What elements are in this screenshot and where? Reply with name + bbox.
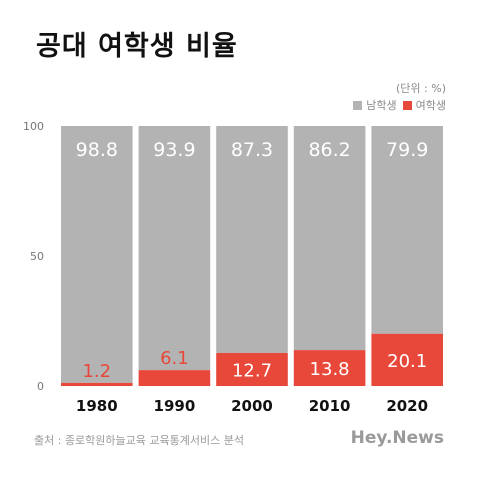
legend-item-male: 남학생: [353, 97, 397, 113]
bar-female-1980: [61, 382, 133, 386]
bar-female-2010: [293, 350, 366, 386]
legend-swatch-male: [353, 100, 363, 110]
data-label-male-2000: 87.3: [231, 139, 273, 161]
bar-female-2000: [216, 352, 288, 386]
legend-item-female: 여학생: [402, 97, 446, 113]
bar-female-1990: [138, 370, 211, 386]
y-tick-label: 50: [30, 250, 44, 263]
y-tick-label: 100: [23, 120, 44, 133]
data-label-male-1990: 93.9: [153, 139, 195, 161]
bar-male-2020: [371, 126, 443, 334]
brand-logo: Hey.News: [350, 428, 444, 448]
chart-title: 공대 여학생 비율: [36, 31, 238, 62]
data-label-female-1980: 1.2: [82, 361, 111, 382]
data-label-female-1990: 6.1: [160, 348, 189, 369]
source-note: 출처 : 종로학원하늘교육 교육통계서비스 분석: [34, 434, 244, 447]
y-tick-label: 0: [37, 380, 44, 393]
data-label-male-2020: 79.9: [386, 139, 428, 161]
legend-label-female: 여학생: [415, 99, 446, 112]
data-label-female-2020: 20.1: [387, 351, 427, 372]
bar-male-1980: [61, 126, 133, 383]
bar-male-2000: [216, 126, 288, 353]
legend-label-male: 남학생: [366, 99, 397, 112]
bar-female-2020: [371, 333, 443, 386]
bar-male-1990: [138, 126, 211, 371]
data-label-female-2010: 13.8: [310, 359, 350, 380]
x-tick-label-2000: 2000: [231, 397, 273, 415]
x-tick-label-2010: 2010: [309, 397, 351, 415]
x-tick-label-1980: 1980: [76, 397, 118, 415]
data-label-male-2010: 86.2: [308, 139, 350, 161]
unit-note: (단위 : %): [396, 82, 446, 95]
x-tick-label-1990: 1990: [154, 397, 196, 415]
data-label-female-2000: 12.7: [232, 360, 272, 381]
bar-male-2010: [293, 126, 366, 351]
x-tick-label-2020: 2020: [386, 397, 428, 415]
legend-swatch-female: [402, 100, 412, 110]
legend: 남학생 여학생: [353, 97, 446, 113]
data-label-male-1980: 98.8: [76, 139, 118, 161]
